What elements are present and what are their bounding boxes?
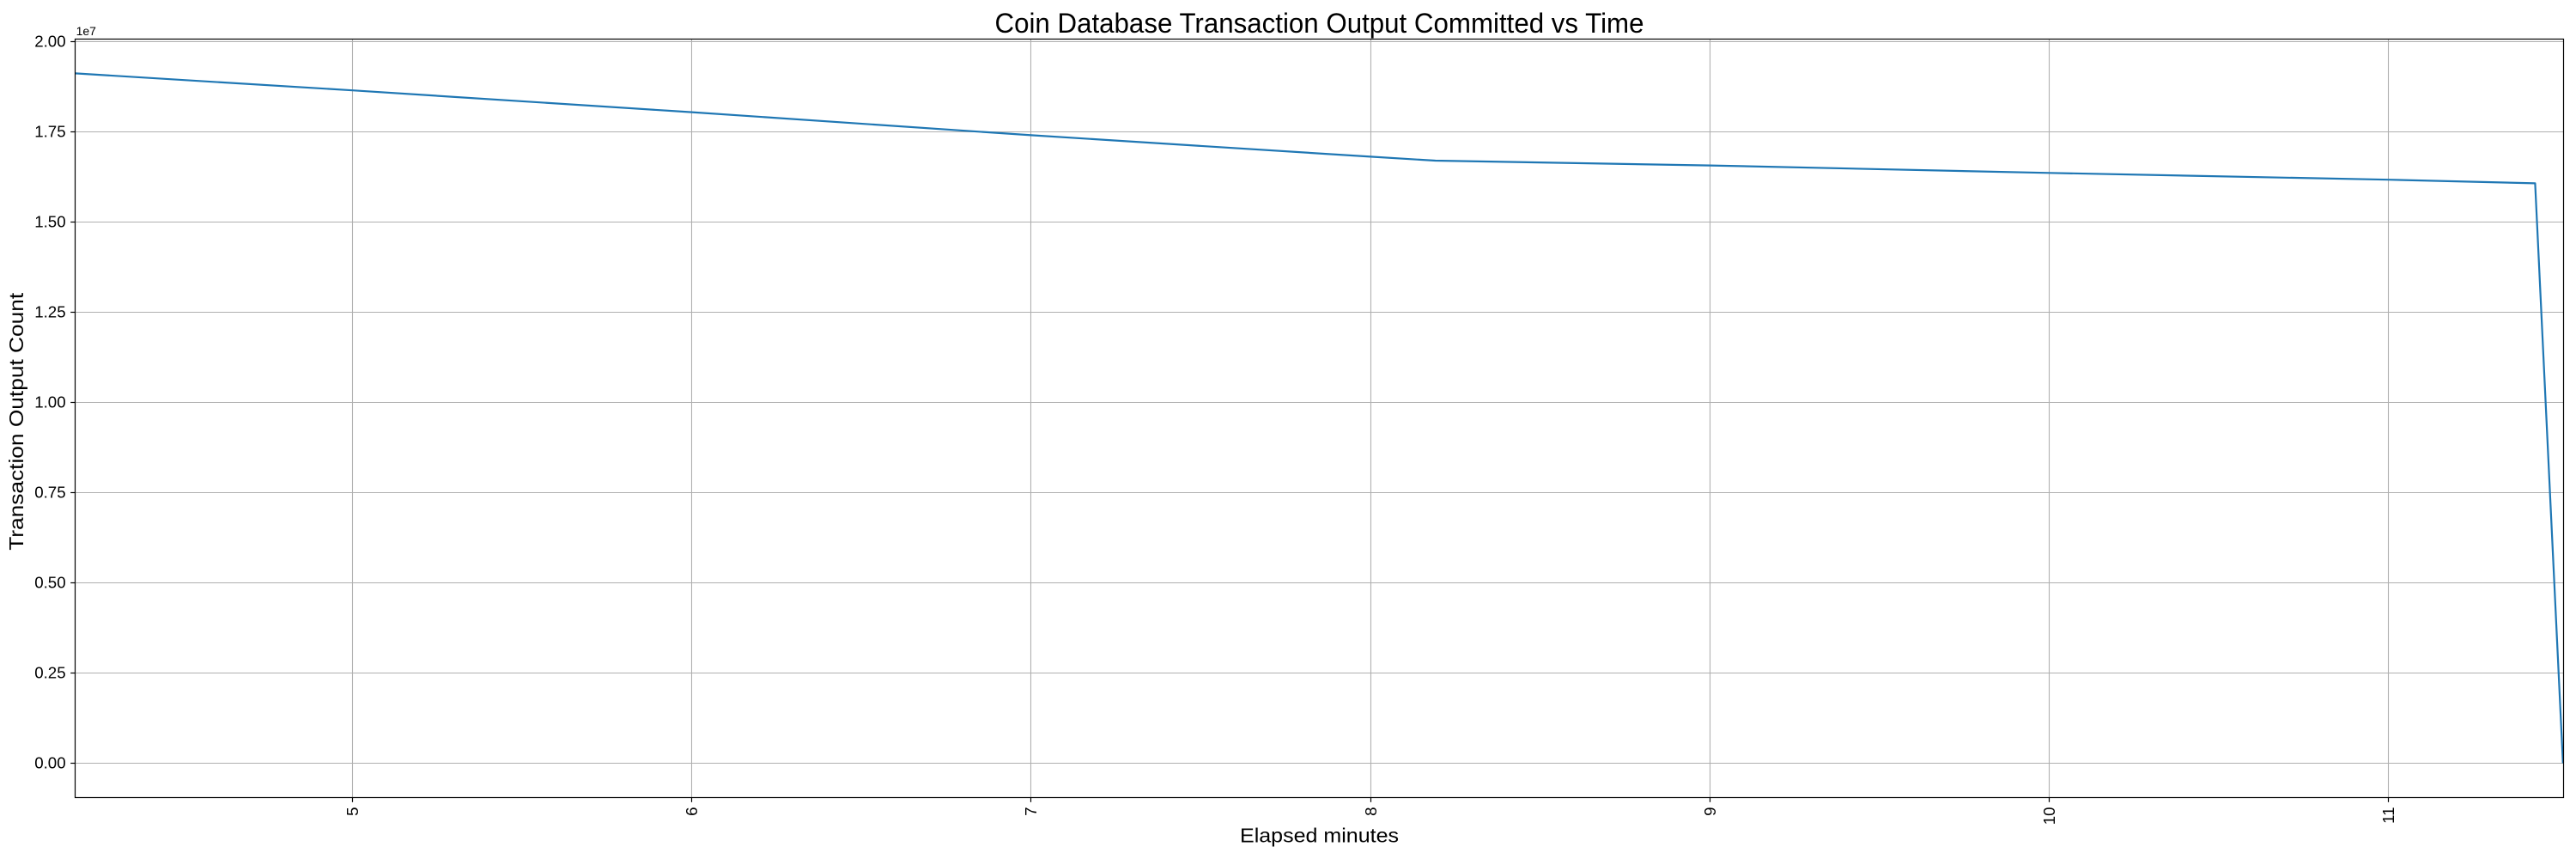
svg-text:10: 10 [2040, 807, 2058, 825]
svg-text:0.50: 0.50 [34, 574, 65, 592]
svg-text:1.25: 1.25 [34, 303, 65, 321]
svg-text:5: 5 [343, 807, 361, 816]
svg-text:1.50: 1.50 [34, 213, 65, 231]
svg-text:Transaction Output Count: Transaction Output Count [5, 292, 27, 551]
svg-text:6: 6 [683, 807, 701, 816]
svg-text:8: 8 [1362, 807, 1380, 816]
svg-text:0.25: 0.25 [34, 664, 65, 682]
svg-text:Coin Database Transaction Outp: Coin Database Transaction Output Committ… [995, 8, 1644, 39]
svg-text:11: 11 [2379, 807, 2397, 824]
svg-text:0.75: 0.75 [34, 484, 65, 502]
svg-text:1.00: 1.00 [34, 393, 65, 411]
svg-text:7: 7 [1022, 807, 1040, 816]
svg-text:9: 9 [1701, 807, 1719, 816]
svg-text:2.00: 2.00 [34, 33, 65, 51]
svg-text:0.00: 0.00 [34, 754, 65, 772]
svg-text:1e7: 1e7 [76, 24, 97, 38]
svg-text:1.75: 1.75 [34, 123, 65, 141]
svg-text:Elapsed minutes: Elapsed minutes [1240, 824, 1399, 846]
